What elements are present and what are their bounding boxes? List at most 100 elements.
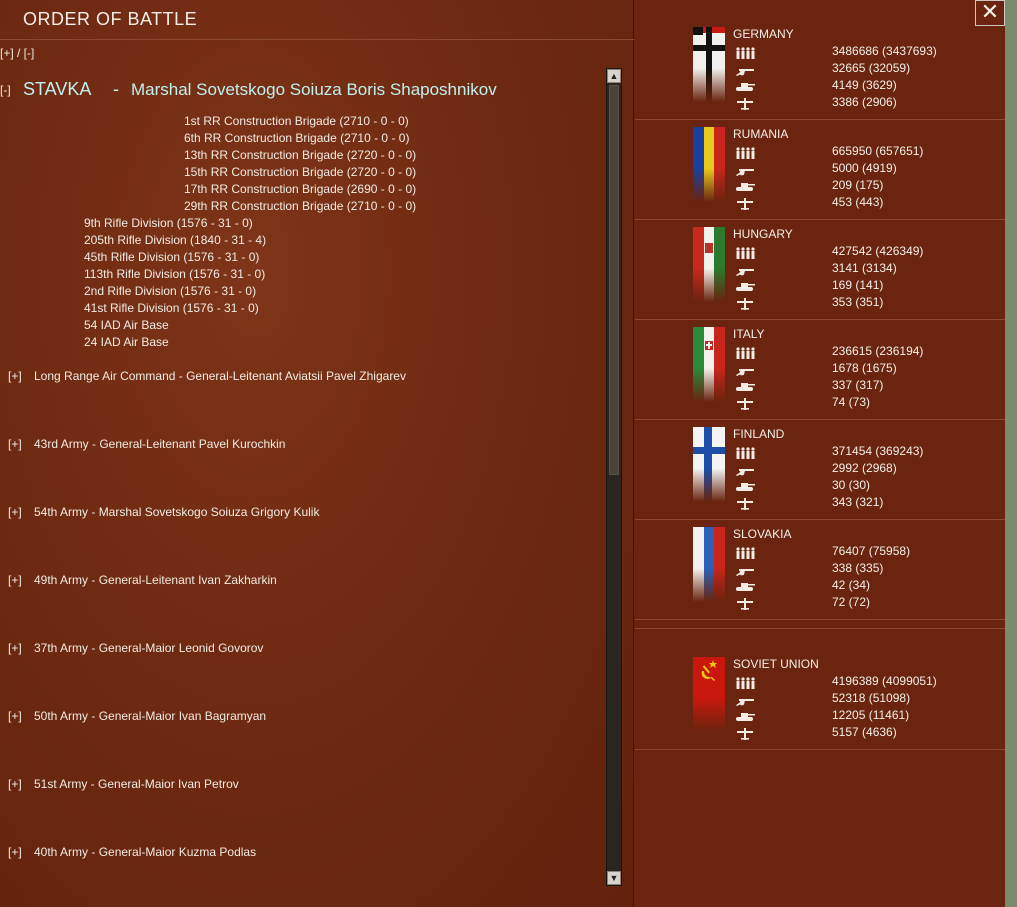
tank-icon bbox=[735, 380, 755, 392]
artillery-icon bbox=[735, 163, 755, 176]
map-edge bbox=[1005, 0, 1017, 907]
unit-row[interactable]: 45th Rifle Division (1576 - 31 - 0) bbox=[84, 250, 260, 264]
expand-toggle[interactable]: [+] bbox=[8, 777, 22, 791]
stat-value-guns: 338 (335) bbox=[832, 561, 884, 575]
scroll-up-arrow-icon[interactable]: ▲ bbox=[607, 69, 621, 83]
unit-row[interactable]: 2nd Rifle Division (1576 - 31 - 0) bbox=[84, 284, 257, 298]
hq-commander[interactable]: Marshal Sovetskogo Soiuza Boris Shaposhn… bbox=[131, 80, 497, 99]
infantry-icon bbox=[735, 346, 755, 359]
slovakia-flag-icon bbox=[693, 527, 725, 602]
expand-toggle[interactable]: [+] bbox=[8, 845, 22, 859]
stat-value-men: 4196389 (4099051) bbox=[832, 674, 937, 688]
country-name: RUMANIA bbox=[733, 127, 789, 141]
unit-row[interactable]: 15th RR Construction Brigade (2720 - 0 -… bbox=[184, 165, 417, 179]
title-divider bbox=[0, 39, 634, 40]
army-label[interactable]: 51st Army - General-Maior Ivan Petrov bbox=[34, 777, 239, 791]
country-row-germany: GERMANY bbox=[635, 20, 1005, 120]
country-row-rumania: RUMANIA bbox=[635, 120, 1005, 220]
army-label[interactable]: 40th Army - General-Maior Kuzma Podlas bbox=[34, 845, 257, 859]
expand-collapse-all-toggle[interactable]: [+] / [-] bbox=[0, 46, 35, 60]
unit-row[interactable]: 6th RR Construction Brigade (2710 - 0 - … bbox=[184, 131, 410, 145]
infantry-icon bbox=[735, 546, 755, 559]
artillery-icon bbox=[735, 563, 755, 576]
aircraft-icon bbox=[735, 597, 755, 610]
unit-row[interactable]: 54 IAD Air Base bbox=[84, 318, 169, 332]
army-label[interactable]: 50th Army - General-Maior Ivan Bagramyan bbox=[34, 709, 267, 723]
expand-toggle[interactable]: [+] bbox=[8, 437, 22, 451]
stat-value-men: 236615 (236194) bbox=[832, 344, 924, 358]
tank-icon bbox=[735, 80, 755, 92]
unit-row[interactable]: 29th RR Construction Brigade (2710 - 0 -… bbox=[184, 199, 417, 213]
hq-name[interactable]: STAVKA bbox=[23, 79, 92, 99]
army-label[interactable]: 37th Army - General-Maior Leonid Govorov bbox=[34, 641, 264, 655]
close-button[interactable]: ✕ bbox=[975, 0, 1005, 26]
unit-row[interactable]: 13th RR Construction Brigade (2720 - 0 -… bbox=[184, 148, 417, 162]
infantry-icon bbox=[735, 246, 755, 259]
expand-toggle[interactable]: [+] bbox=[8, 573, 22, 587]
expand-toggle[interactable]: [+] bbox=[8, 369, 22, 383]
rumania-flag-icon bbox=[693, 127, 725, 202]
tank-icon bbox=[735, 280, 755, 292]
unit-row[interactable]: 17th RR Construction Brigade (2690 - 0 -… bbox=[184, 182, 417, 196]
germany-flag-icon bbox=[693, 27, 725, 102]
stat-value-afv: 169 (141) bbox=[832, 278, 884, 292]
stat-value-men: 371454 (369243) bbox=[832, 444, 924, 458]
army-label[interactable]: 43rd Army - General-Leitenant Pavel Kuro… bbox=[34, 437, 286, 451]
tank-icon bbox=[735, 580, 755, 592]
army-label[interactable]: 54th Army - Marshal Sovetskogo Soiuza Gr… bbox=[34, 505, 320, 519]
stat-value-afv: 209 (175) bbox=[832, 178, 884, 192]
aircraft-icon bbox=[735, 97, 755, 110]
stat-value-guns: 52318 (51098) bbox=[832, 691, 911, 705]
finland-flag-icon bbox=[693, 427, 725, 502]
country-name: FINLAND bbox=[733, 427, 785, 441]
expand-toggle[interactable]: [+] bbox=[8, 505, 22, 519]
artillery-icon bbox=[735, 263, 755, 276]
stat-value-guns: 3141 (3134) bbox=[832, 261, 897, 275]
country-name: ITALY bbox=[733, 327, 765, 341]
scroll-thumb[interactable] bbox=[609, 85, 619, 475]
order-of-battle-panel: ORDER OF BATTLE [+] / [-] [-] STAVKA - M… bbox=[0, 0, 634, 907]
soviet-union-flag-icon bbox=[693, 657, 725, 732]
country-name: SOVIET UNION bbox=[733, 657, 819, 671]
stat-value-men: 665950 (657651) bbox=[832, 144, 924, 158]
vertical-scrollbar[interactable]: ▲ ▼ bbox=[606, 68, 622, 886]
artillery-icon bbox=[735, 463, 755, 476]
unit-row[interactable]: 41st Rifle Division (1576 - 31 - 0) bbox=[84, 301, 259, 315]
stat-value-afv: 42 (34) bbox=[832, 578, 871, 592]
stat-value-afv: 12205 (11461) bbox=[832, 708, 910, 722]
stat-value-aircraft: 343 (321) bbox=[832, 495, 884, 509]
country-row-italy: ITALY bbox=[635, 320, 1005, 420]
stat-value-guns: 2992 (2968) bbox=[832, 461, 897, 475]
stat-value-afv: 337 (317) bbox=[832, 378, 884, 392]
infantry-icon bbox=[735, 676, 755, 689]
aircraft-icon bbox=[735, 497, 755, 510]
stat-value-guns: 1678 (1675) bbox=[832, 361, 897, 375]
country-name: HUNGARY bbox=[733, 227, 793, 241]
tank-icon bbox=[735, 180, 755, 192]
scroll-down-arrow-icon[interactable]: ▼ bbox=[607, 871, 621, 885]
unit-row[interactable]: 113th Rifle Division (1576 - 31 - 0) bbox=[84, 267, 266, 281]
unit-row[interactable]: 205th Rifle Division (1840 - 31 - 4) bbox=[84, 233, 267, 247]
expand-toggle[interactable]: [+] bbox=[8, 641, 22, 655]
hungary-flag-icon bbox=[693, 227, 725, 302]
infantry-icon bbox=[735, 46, 755, 59]
hq-collapse-toggle[interactable]: [-] bbox=[0, 83, 11, 97]
stat-value-aircraft: 72 (72) bbox=[832, 595, 871, 609]
unit-row[interactable]: 9th Rifle Division (1576 - 31 - 0) bbox=[84, 216, 253, 230]
aircraft-icon bbox=[735, 297, 755, 310]
unit-row[interactable]: 1st RR Construction Brigade (2710 - 0 - … bbox=[184, 114, 409, 128]
stat-value-afv: 4149 (3629) bbox=[832, 78, 897, 92]
stat-value-aircraft: 453 (443) bbox=[832, 195, 884, 209]
stat-value-aircraft: 3386 (2906) bbox=[832, 95, 897, 109]
country-row-soviet-union: SOVIET UNION bbox=[635, 650, 1005, 750]
stat-value-afv: 30 (30) bbox=[832, 478, 871, 492]
aircraft-icon bbox=[735, 727, 755, 740]
unit-row[interactable]: 24 IAD Air Base bbox=[84, 335, 169, 349]
army-label[interactable]: 49th Army - General-Leitenant Ivan Zakha… bbox=[34, 573, 277, 587]
expand-toggle[interactable]: [+] bbox=[8, 709, 22, 723]
stat-value-aircraft: 353 (351) bbox=[832, 295, 884, 309]
stat-value-aircraft: 74 (73) bbox=[832, 395, 871, 409]
army-label[interactable]: Long Range Air Command - General-Leitena… bbox=[34, 369, 406, 383]
stat-value-men: 76407 (75958) bbox=[832, 544, 911, 558]
panel-title: ORDER OF BATTLE bbox=[23, 9, 198, 29]
